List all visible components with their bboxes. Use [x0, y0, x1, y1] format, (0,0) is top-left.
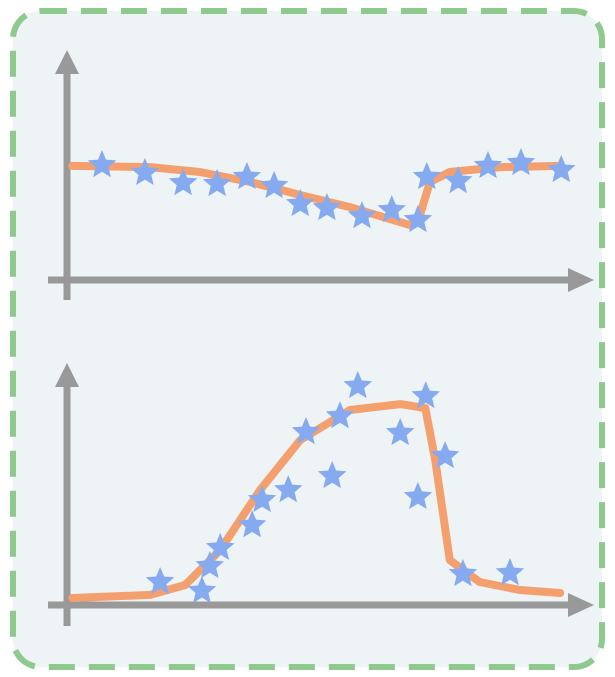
star-point: [195, 551, 224, 579]
star-point: [237, 510, 267, 538]
star-point: [377, 195, 406, 223]
star-point: [312, 193, 342, 221]
star-point: [130, 157, 160, 185]
star-point: [347, 201, 377, 229]
star-point: [145, 567, 175, 595]
star-point: [274, 475, 303, 503]
star-point: [168, 168, 198, 196]
star-point: [473, 150, 503, 179]
star-point: [403, 481, 433, 509]
star-point: [385, 418, 415, 446]
star-point: [411, 381, 440, 409]
star-point: [430, 441, 460, 469]
star-point: [325, 401, 355, 429]
fit-curve: [68, 400, 565, 602]
star-point: [259, 170, 289, 199]
star-point: [495, 558, 525, 586]
star-point: [448, 559, 478, 587]
x-axis-arrow: [568, 593, 594, 617]
star-point: [317, 461, 347, 489]
star-point: [187, 575, 217, 603]
star-point: [412, 161, 442, 190]
star-point: [206, 532, 235, 560]
y-axis-arrow: [55, 50, 79, 74]
star-point: [291, 417, 321, 445]
star-point: [87, 150, 117, 178]
star-point: [202, 168, 232, 197]
y-axis-arrow: [55, 363, 79, 387]
star-point: [247, 485, 277, 513]
star-point: [547, 155, 576, 183]
x-axis-arrow: [568, 268, 594, 292]
star-point: [343, 371, 373, 399]
star-point: [443, 166, 473, 194]
star-point: [403, 204, 433, 233]
star-point: [286, 188, 315, 217]
star-point: [506, 148, 536, 176]
star-point: [232, 161, 262, 190]
